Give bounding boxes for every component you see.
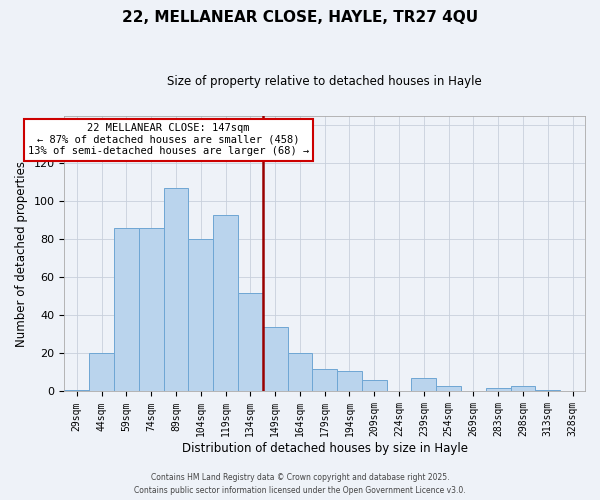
Bar (511, 386, 535, 392)
Bar (287, 354, 313, 392)
Bar (337, 370, 362, 392)
Bar (188, 239, 213, 392)
Bar (313, 368, 337, 392)
Bar (362, 380, 386, 392)
Text: 22 MELLANEAR CLOSE: 147sqm
← 87% of detached houses are smaller (458)
13% of sem: 22 MELLANEAR CLOSE: 147sqm ← 87% of deta… (28, 123, 309, 156)
Bar (412, 378, 436, 392)
Bar (114, 228, 139, 392)
Bar (486, 388, 511, 392)
Bar (64, 390, 89, 392)
Bar (213, 214, 238, 392)
Bar (535, 390, 560, 392)
Title: Size of property relative to detached houses in Hayle: Size of property relative to detached ho… (167, 75, 482, 88)
Bar (89, 354, 114, 392)
Bar (436, 386, 461, 392)
Bar (238, 292, 263, 392)
Bar (164, 188, 188, 392)
Text: 22, MELLANEAR CLOSE, HAYLE, TR27 4QU: 22, MELLANEAR CLOSE, HAYLE, TR27 4QU (122, 10, 478, 25)
Bar (263, 327, 287, 392)
Bar (139, 228, 164, 392)
X-axis label: Distribution of detached houses by size in Hayle: Distribution of detached houses by size … (182, 442, 468, 455)
Y-axis label: Number of detached properties: Number of detached properties (15, 160, 28, 346)
Text: Contains HM Land Registry data © Crown copyright and database right 2025.
Contai: Contains HM Land Registry data © Crown c… (134, 474, 466, 495)
